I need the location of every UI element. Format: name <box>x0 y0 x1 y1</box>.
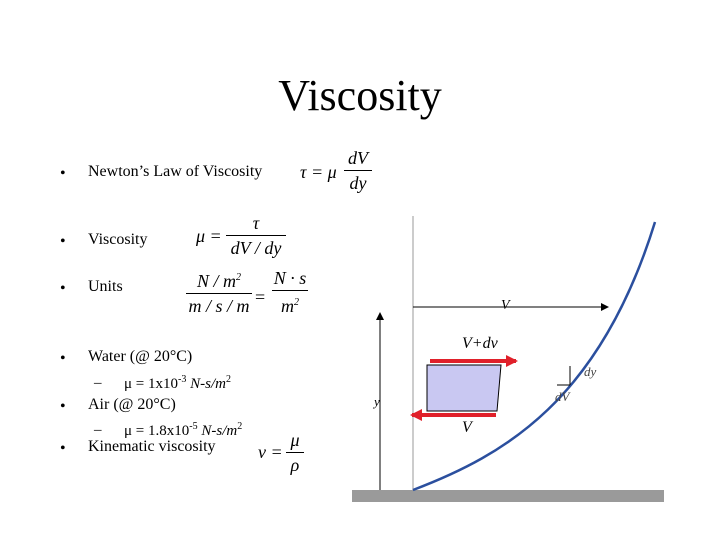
water-unit: N-s/m <box>186 376 226 392</box>
kinematic-eq-fraction: μ ρ <box>286 430 304 475</box>
sub-dash: – <box>94 375 102 391</box>
slide-title: Viscosity <box>278 71 442 120</box>
bullet-marker: • <box>60 280 66 297</box>
velocity-label-top: V <box>501 298 510 313</box>
units-eq-num2: N · s <box>273 268 307 288</box>
fraction-bar <box>272 290 308 291</box>
bullet-marker: • <box>60 398 66 415</box>
units-den2-exp: 2 <box>294 297 299 308</box>
units-eq-den1: m / s / m <box>188 296 250 316</box>
units-num1-text: N / m <box>196 271 236 291</box>
velocity-label-bottom: V <box>462 419 472 436</box>
units-eq-num1: N / m2 <box>186 268 252 291</box>
water-viscosity-value: μ = 1x10-3 N-s/m2 <box>124 374 231 393</box>
kinematic-eq-den: ρ <box>290 455 300 475</box>
fraction-bar <box>344 170 372 171</box>
bullet-kinematic: Kinematic viscosity <box>88 438 216 455</box>
bullet-marker: • <box>60 165 66 182</box>
air-exp: -5 <box>189 421 198 432</box>
kinematic-eq-lhs: ν = <box>258 442 283 462</box>
units-num1-exp: 2 <box>236 272 241 283</box>
velocity-plus-dv-label: V+dv <box>462 335 498 352</box>
bullet-marker: • <box>60 233 66 250</box>
dy-label: dy <box>584 364 597 379</box>
bullet-marker: • <box>60 350 66 367</box>
water-mu-text: μ = 1x10 <box>124 376 179 392</box>
fraction-bar <box>286 452 304 453</box>
bullet-marker: • <box>60 440 66 457</box>
bullet-air: Air (@ 20°C) <box>88 396 176 413</box>
viscosity-eq-den: dV / dy <box>230 238 282 258</box>
air-unit-exp: 2 <box>237 421 243 432</box>
viscosity-eq-num: τ <box>252 213 260 233</box>
units-den2-text: m <box>281 296 294 316</box>
velocity-profile-curve <box>412 221 657 492</box>
air-viscosity-value: μ = 1.8x10-5 N-s/m2 <box>124 421 242 440</box>
fraction-bar <box>186 293 252 294</box>
newton-eq-fraction: dV dy <box>344 148 372 193</box>
water-exp: -3 <box>178 374 187 385</box>
units-eq-den2: m2 <box>272 293 308 316</box>
air-unit: N-s/m <box>197 423 238 439</box>
fluid-element <box>426 364 502 412</box>
y-axis-label: y <box>374 394 380 409</box>
viscosity-eq-fraction: τ dV / dy <box>226 213 286 258</box>
fraction-bar <box>226 235 286 236</box>
dv-label: dV <box>555 389 570 404</box>
newton-eq-lhs: τ = μ <box>300 162 337 182</box>
sub-dash: – <box>94 422 102 438</box>
air-mu-text: μ = 1.8x10 <box>124 423 190 439</box>
bullet-newtons-law: Newton’s Law of Viscosity <box>88 163 263 180</box>
bullet-units: Units <box>88 278 123 295</box>
units-eq-fraction-left: N / m2 m / s / m <box>186 268 252 316</box>
newton-eq-num: dV <box>348 148 368 168</box>
bullet-viscosity: Viscosity <box>88 231 148 248</box>
units-eq-equals: = <box>255 287 266 307</box>
kinematic-eq-num: μ <box>290 430 300 450</box>
bullet-water: Water (@ 20°C) <box>88 348 193 365</box>
newton-eq-den: dy <box>349 173 367 193</box>
viscosity-eq-lhs: μ = <box>196 226 222 246</box>
water-unit-exp: 2 <box>225 374 231 385</box>
ground-plate <box>352 490 664 502</box>
units-eq-fraction-right: N · s m2 <box>272 268 308 316</box>
